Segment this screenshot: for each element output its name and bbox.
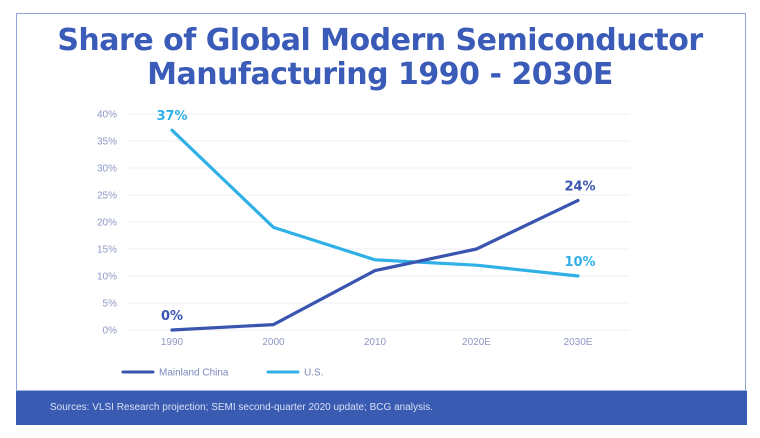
y-tick-label: 40% xyxy=(97,110,117,121)
y-tick-label: 25% xyxy=(97,191,117,202)
x-tick-label: 2030E xyxy=(564,337,593,348)
x-axis-ticks: 1990 2000 2010 2020E 2030E xyxy=(161,337,593,348)
x-tick-label: 1990 xyxy=(161,337,184,348)
chart-frame xyxy=(16,13,746,424)
chart-title-line-1: Share of Global Modern Semiconductor xyxy=(57,23,703,58)
legend-label: Mainland China xyxy=(159,368,229,379)
sources-text: Sources: VLSI Research projection; SEMI … xyxy=(50,402,433,413)
y-tick-label: 10% xyxy=(97,272,117,283)
series-line-mainland-china xyxy=(170,198,580,332)
data-label: 24% xyxy=(564,179,595,194)
data-labels: 37% 10% 0% 24% xyxy=(156,109,595,324)
y-tick-label: 30% xyxy=(97,164,117,175)
series-line-u-s- xyxy=(170,128,580,278)
y-tick-label: 5% xyxy=(103,299,118,310)
gridlines xyxy=(128,113,630,331)
legend-label: U.S. xyxy=(304,368,323,379)
data-label: 0% xyxy=(161,309,183,324)
legend: Mainland China U.S. xyxy=(121,368,323,379)
y-axis-ticks: 0% 5% 10% 15% 20% 25% 30% 35% 40% xyxy=(97,110,117,337)
y-tick-label: 0% xyxy=(103,326,118,337)
y-tick-label: 15% xyxy=(97,245,117,256)
data-label: 37% xyxy=(156,109,187,124)
x-tick-label: 2020E xyxy=(462,337,491,348)
data-label: 10% xyxy=(564,255,595,270)
x-tick-label: 2000 xyxy=(262,337,285,348)
sources-footer: Sources: VLSI Research projection; SEMI … xyxy=(16,390,747,425)
series-lines xyxy=(170,128,580,332)
y-tick-label: 35% xyxy=(97,137,117,148)
chart-title: Share of Global Modern Semiconductor Man… xyxy=(0,24,760,92)
y-tick-label: 20% xyxy=(97,218,117,229)
x-tick-label: 2010 xyxy=(364,337,387,348)
chart-title-line-2: Manufacturing 1990 - 2030E xyxy=(147,57,613,92)
